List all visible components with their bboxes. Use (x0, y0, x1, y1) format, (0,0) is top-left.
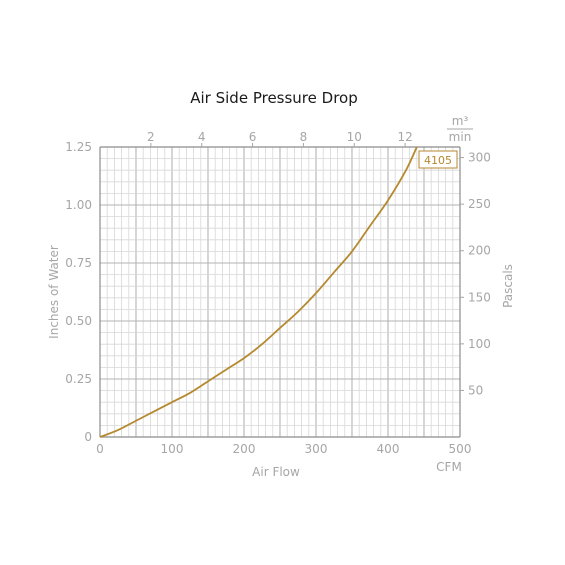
series-line-4105 (99, 146, 418, 438)
series-label-text: 4105 (424, 154, 452, 167)
x-tick-label: 200 (233, 442, 256, 456)
y2-tick-label: 150 (468, 290, 491, 304)
y-axis-label: Inches of Water (47, 245, 61, 339)
y-tick-label: 0.75 (65, 256, 92, 270)
chart-title: Air Side Pressure Drop (190, 89, 357, 107)
x2-tick-label: 8 (300, 130, 308, 144)
x-tick-label: 0 (96, 442, 104, 456)
y2-tick-label: 250 (468, 197, 491, 211)
y-tick-label: 1.00 (65, 198, 92, 212)
y2-tick-label: 300 (468, 151, 491, 165)
x2-tick-label: 12 (397, 130, 412, 144)
x-tick-label: 400 (377, 442, 400, 456)
y-tick-label: 0 (84, 430, 92, 444)
y2-tick-label: 50 (468, 383, 483, 397)
x-tick-labels: 0 100 200 300 400 500 (96, 442, 471, 456)
y2-tick-label: 100 (468, 337, 491, 351)
grid (100, 147, 460, 437)
series-label-box: 4105 (418, 150, 458, 169)
y2-axis-label: Pascals (501, 264, 515, 308)
x-tick-label: 300 (305, 442, 328, 456)
y2-tick-labels: 50 100 150 200 250 300 (460, 151, 491, 397)
y-tick-labels: 0 0.25 0.50 0.75 1.00 1.25 (65, 140, 92, 444)
x2-tick-label: 2 (147, 130, 155, 144)
x-axis-label: Air Flow (252, 465, 300, 479)
x2-unit-denominator: min (449, 130, 472, 144)
series-label-frame (418, 150, 458, 169)
y2-tick-label: 200 (468, 244, 491, 258)
y-tick-label: 0.50 (65, 314, 92, 328)
x2-unit-numerator: m³ (452, 114, 469, 128)
y-tick-label: 0.25 (65, 372, 92, 386)
y-tick-label: 1.25 (65, 140, 92, 154)
x2-tick-label: 10 (347, 130, 362, 144)
x-tick-label: 100 (161, 442, 184, 456)
x2-tick-labels: 2 4 6 8 10 12 (147, 130, 413, 147)
x-tick-label: 500 (449, 442, 472, 456)
x2-tick-label: 4 (198, 130, 206, 144)
x2-axis-unit: m³ min (447, 114, 473, 144)
x-axis-unit: CFM (436, 460, 462, 474)
x2-tick-label: 6 (249, 130, 257, 144)
